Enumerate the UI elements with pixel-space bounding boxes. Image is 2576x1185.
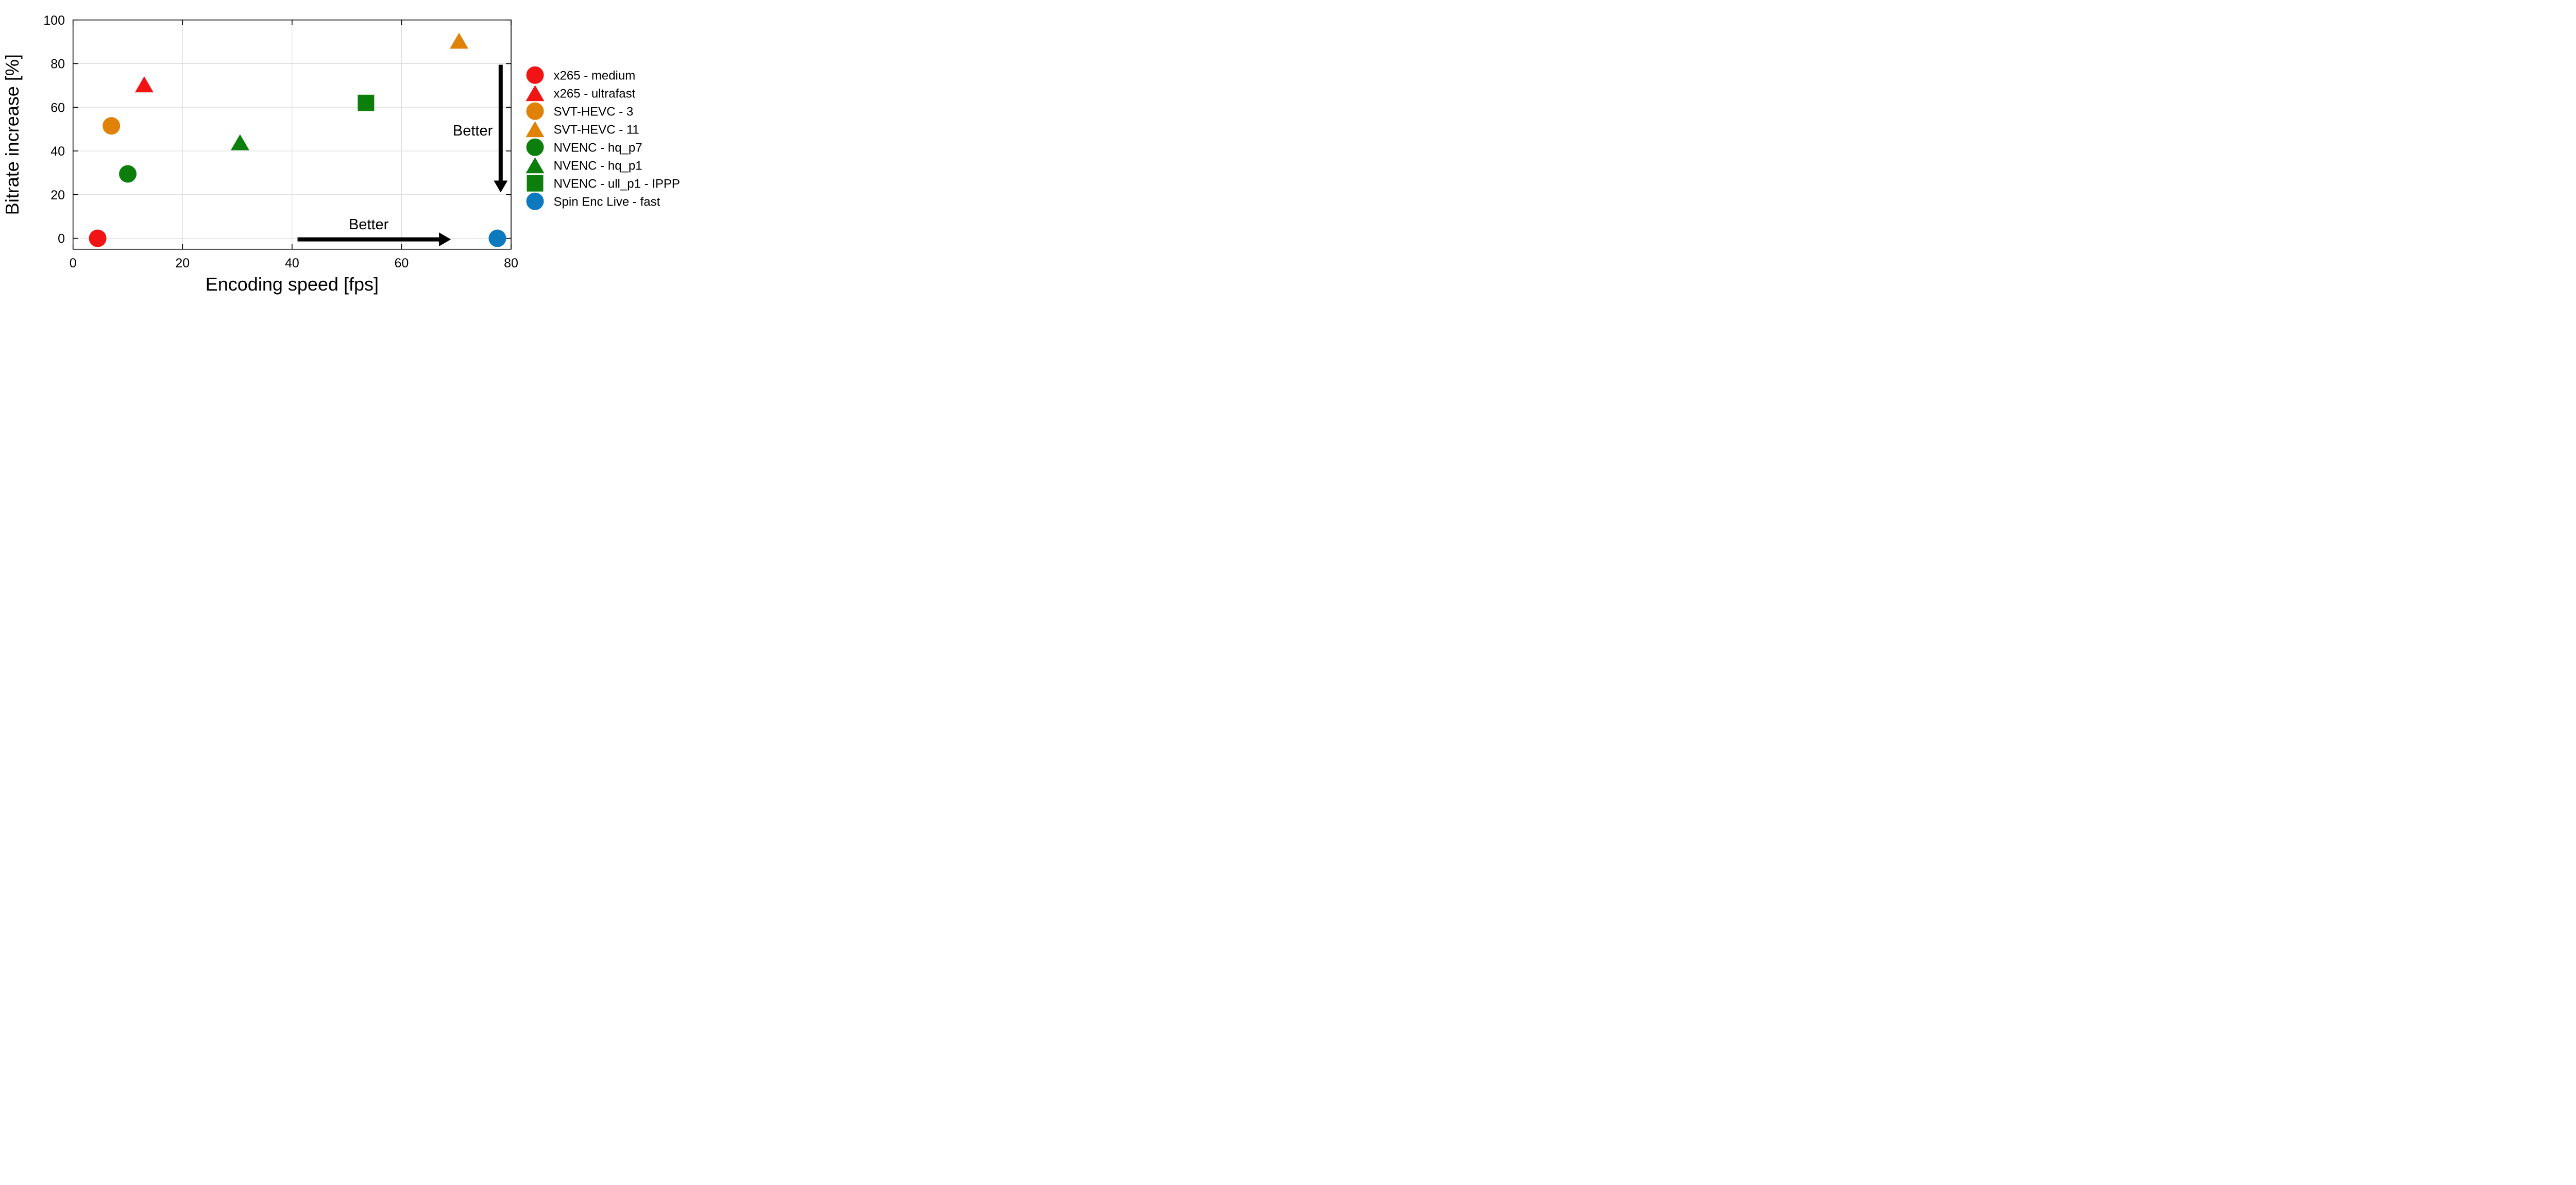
better-label-vertical: Better [453, 123, 493, 139]
better-down-annotation: Better [453, 64, 508, 193]
x-tick-label-60: 60 [395, 256, 409, 270]
marker-layer [89, 32, 506, 247]
y-tick-label-0: 0 [58, 232, 65, 246]
legend-marker-triangle-icon [526, 121, 545, 138]
legend-label: NVENC - ull_p1 - IPPP [554, 177, 680, 191]
legend-marker-triangle-icon [526, 157, 545, 174]
data-point-x265-medium [89, 229, 107, 247]
grid-layer [73, 20, 511, 249]
y-tick-label-20: 20 [50, 188, 65, 202]
legend-marker-square-icon [527, 175, 544, 192]
better-label-horizontal: Better [349, 216, 389, 233]
legend: x265 - medium x265 - ultrafast SVT-HEVC - … [526, 66, 680, 210]
legend-label: Spin Enc Live - fast [554, 195, 660, 209]
annotation-layer: Better Better [297, 64, 508, 247]
legend-label: x265 - ultrafast [554, 87, 636, 100]
legend-marker-triangle-icon [526, 85, 545, 101]
legend-item-spin-enc-live-fast: Spin Enc Live - fast [526, 192, 660, 210]
y-tick-label-100: 100 [43, 13, 65, 28]
legend-item-x265-ultrafast: x265 - ultrafast [526, 85, 636, 101]
axis-layer: 0 20 40 60 80 0 20 40 60 80 100 [43, 13, 518, 270]
legend-item-svt-hevc-11: SVT-HEVC - 11 [526, 121, 639, 138]
x-axis-title: Encoding speed [fps] [206, 274, 379, 295]
data-point-nvenc-ull-p1-ippp [358, 94, 375, 111]
legend-marker-circle-icon [526, 102, 544, 120]
encoder-comparison-figure: 0 20 40 60 80 0 20 40 60 80 100 Better Better x265 … [0, 0, 697, 296]
better-right-annotation: Better [297, 216, 451, 247]
legend-label: x265 - medium [554, 69, 636, 82]
legend-item-nvenc-hq-p7: NVENC - hq_p7 [526, 138, 642, 156]
legend-item-svt-hevc-3: SVT-HEVC - 3 [526, 102, 634, 120]
data-point-nvenc-hq-p7 [119, 165, 137, 183]
bitrate-vs-speed-scatter-chart: 0 20 40 60 80 0 20 40 60 80 100 Better Better x265 … [2, 13, 680, 295]
legend-label: NVENC - hq_p7 [554, 141, 642, 155]
x-tick-label-80: 80 [504, 256, 518, 270]
legend-marker-circle-icon [526, 66, 544, 84]
right-arrow-icon [439, 232, 451, 247]
y-tick-label-80: 80 [50, 57, 65, 72]
legend-label: SVT-HEVC - 3 [554, 105, 634, 118]
legend-item-nvenc-hq-p1: NVENC - hq_p1 [526, 157, 642, 174]
legend-item-nvenc-ull-p1-ippp: NVENC - ull_p1 - IPPP [527, 175, 680, 192]
y-axis-title: Bitrate increase [%] [2, 54, 23, 215]
x-tick-label-40: 40 [285, 256, 299, 270]
data-point-svt-hevc-11 [450, 32, 469, 49]
legend-label: NVENC - hq_p1 [554, 159, 642, 173]
data-point-x265-ultrafast [134, 76, 154, 93]
data-point-nvenc-hq-p1 [230, 134, 249, 150]
y-tick-label-60: 60 [50, 100, 65, 115]
data-point-spin-enc-live-fast [488, 229, 506, 247]
legend-marker-circle-icon [526, 192, 544, 210]
x-tick-label-0: 0 [70, 256, 77, 270]
legend-marker-circle-icon [526, 138, 544, 156]
legend-label: SVT-HEVC - 11 [554, 123, 639, 137]
data-point-svt-hevc-3 [103, 117, 121, 135]
y-tick-label-40: 40 [50, 144, 65, 159]
x-tick-label-20: 20 [175, 256, 190, 270]
legend-item-x265-medium: x265 - medium [526, 66, 636, 84]
down-arrow-icon [494, 180, 508, 193]
